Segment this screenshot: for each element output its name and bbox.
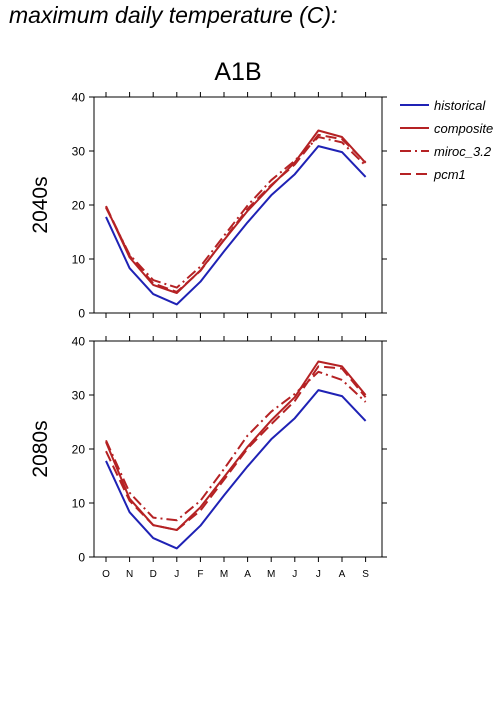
series-line-historical <box>105 145 367 306</box>
panel-2040s: 0 10 20 30 40 2040s <box>29 91 387 321</box>
y-tick-label: 0 <box>78 307 85 321</box>
panel-label: 2080s <box>29 420 52 477</box>
legend-item-pcm1: pcm1 <box>400 167 466 182</box>
y-tick-label: 30 <box>72 389 86 403</box>
page-title: maximum daily temperature (C): <box>9 2 338 28</box>
chart-legend: historical composite miroc_3.2 pcm1 <box>400 98 493 182</box>
x-tick-label: A <box>244 569 251 580</box>
legend-label: composite <box>434 121 493 136</box>
series-line-miroc-3-2 <box>105 370 367 522</box>
x-tick-label: M <box>267 569 275 580</box>
x-tick-label: J <box>316 569 321 580</box>
y-tick-label: 10 <box>72 253 86 267</box>
series-line-composite <box>105 360 367 531</box>
series-line-pcm1 <box>105 133 367 293</box>
series-line-historical <box>105 389 367 550</box>
legend-label: historical <box>434 98 486 113</box>
x-tick-label: D <box>150 569 157 580</box>
y-tick-label: 30 <box>72 145 86 159</box>
legend-item-historical: historical <box>400 98 486 113</box>
series-line-pcm1 <box>105 365 367 531</box>
plot-frame <box>93 96 383 314</box>
x-tick-label: F <box>197 569 203 580</box>
legend-label: pcm1 <box>433 167 466 182</box>
y-tick-label: 0 <box>78 551 85 565</box>
x-tick-label: A <box>339 569 346 580</box>
x-tick-label: O <box>102 569 110 580</box>
legend-item-composite: composite <box>400 121 493 136</box>
y-tick-label: 10 <box>72 497 86 511</box>
x-tick-label: N <box>126 569 133 580</box>
y-tick-label: 40 <box>72 91 86 105</box>
chart-panels: 0 10 20 30 40 2040s 0 10 20 30 40 2080s O N D J F M A M J J A S <box>29 91 387 580</box>
legend-label: miroc_3.2 <box>434 144 492 159</box>
y-tick-label: 40 <box>72 335 86 349</box>
x-tick-label: S <box>362 569 369 580</box>
x-tick-label: M <box>220 569 228 580</box>
chart-title: A1B <box>214 58 261 86</box>
series-line-composite <box>105 129 367 294</box>
x-tick-label: J <box>292 569 297 580</box>
y-tick-label: 20 <box>72 443 86 457</box>
x-tick-label: J <box>174 569 179 580</box>
panel-label: 2040s <box>29 176 52 233</box>
y-tick-label: 20 <box>72 199 86 213</box>
panel-2080s: 0 10 20 30 40 2080s <box>29 335 387 565</box>
legend-item-miroc-3-2: miroc_3.2 <box>400 144 492 159</box>
series-line-miroc-3-2 <box>105 136 367 289</box>
